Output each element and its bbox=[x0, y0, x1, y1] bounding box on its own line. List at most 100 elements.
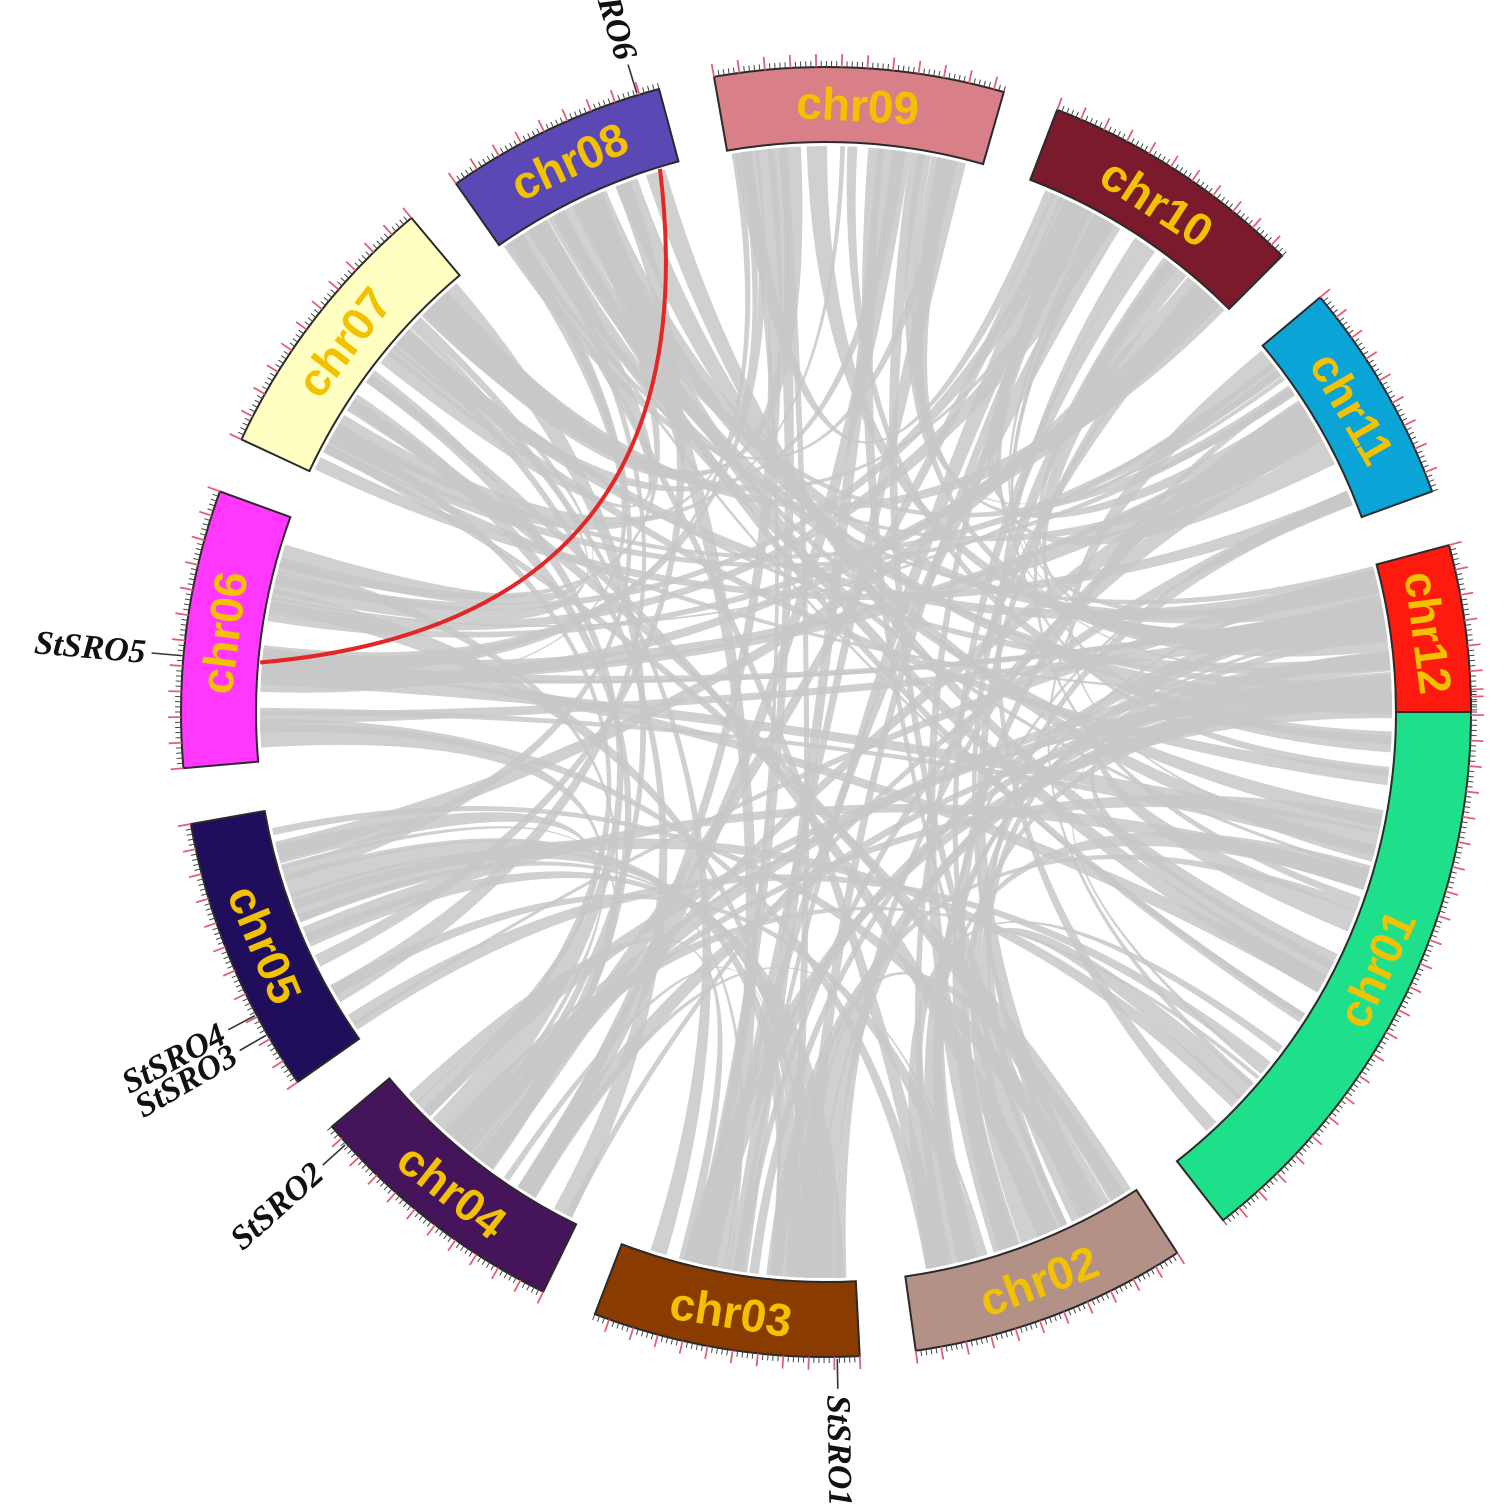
chromosome-tick bbox=[1089, 117, 1094, 124]
chromosome-tick bbox=[208, 503, 215, 507]
chromosome-tick bbox=[330, 289, 336, 294]
chromosome-tick bbox=[897, 65, 900, 72]
chromosome-tick bbox=[198, 510, 212, 517]
chromosome-tick bbox=[1094, 119, 1098, 126]
chromosome-tick bbox=[632, 90, 635, 97]
chromosome-tick bbox=[280, 342, 293, 352]
chromosome-chr12: chr12 bbox=[1375, 540, 1484, 713]
chromosome-tick bbox=[1049, 1316, 1053, 1323]
chromosome-tick bbox=[1222, 1219, 1228, 1226]
synteny-ribbon bbox=[272, 328, 589, 622]
chromosome-tick bbox=[460, 172, 465, 179]
chromosome-tick bbox=[1121, 133, 1126, 140]
chromosome-tick bbox=[1362, 350, 1369, 356]
chromosome-tick bbox=[340, 1141, 346, 1147]
chromosome-tick bbox=[204, 903, 211, 906]
chromosome-tick bbox=[292, 338, 298, 343]
synteny-ribbon bbox=[365, 370, 624, 1143]
chromosome-tick bbox=[1220, 196, 1225, 203]
chromosome-tick bbox=[1096, 1297, 1100, 1304]
synteny-ribbon bbox=[260, 613, 1386, 725]
chromosome-tick bbox=[376, 1178, 382, 1184]
chromosome-label: chr09 bbox=[795, 76, 920, 134]
chromosome-tick bbox=[948, 72, 951, 79]
chromosome-tick bbox=[1378, 373, 1392, 382]
chromosome-tick bbox=[1373, 368, 1380, 373]
chromosome-tick bbox=[1072, 1307, 1077, 1314]
chromosome-tick bbox=[1154, 1265, 1163, 1279]
chromosome-tick bbox=[380, 236, 385, 243]
chromosome-tick bbox=[283, 350, 290, 356]
chromosome-tick bbox=[622, 93, 626, 100]
chromosome-tick bbox=[945, 1345, 948, 1352]
chromosome-tick bbox=[1261, 1186, 1267, 1193]
chromosome-tick bbox=[522, 135, 527, 142]
chromosome-tick bbox=[1461, 598, 1468, 601]
chromosome-tick bbox=[1331, 1112, 1337, 1117]
chromosome-tick bbox=[193, 558, 200, 561]
chromosome-tick bbox=[214, 932, 221, 936]
chromosome-band bbox=[180, 490, 292, 770]
chromosome-tick bbox=[509, 142, 513, 149]
chromosome-tick bbox=[207, 508, 214, 512]
chromosome-tick bbox=[1349, 1087, 1356, 1092]
chromosome-tick bbox=[597, 1315, 601, 1322]
chromosome-tick bbox=[601, 1317, 605, 1324]
chromosome-tick bbox=[1179, 167, 1184, 173]
chromosome-tick bbox=[1465, 623, 1472, 626]
chromosome-tick bbox=[365, 251, 371, 257]
chromosome-tick bbox=[258, 1038, 271, 1047]
chromosome-tick bbox=[640, 1330, 644, 1337]
chromosome-tick bbox=[490, 1264, 495, 1271]
chromosome-tick bbox=[1238, 1206, 1249, 1218]
gene-leader-line bbox=[151, 652, 182, 657]
chromosome-tick bbox=[1324, 1120, 1331, 1125]
chromosome-tick bbox=[251, 404, 258, 408]
gene-label: StSRO1 bbox=[819, 1395, 858, 1507]
chromosome-tick bbox=[328, 280, 340, 291]
chromosome-tick bbox=[514, 131, 523, 144]
chromosome-tick bbox=[1465, 629, 1472, 631]
synteny-ribbon bbox=[1095, 614, 1385, 932]
chromosome-tick bbox=[963, 75, 966, 83]
chromosome-tick bbox=[721, 1348, 724, 1355]
chromosome-tick bbox=[1404, 995, 1411, 1000]
chromosome-tick bbox=[530, 1286, 535, 1293]
chromosome-tick bbox=[399, 219, 404, 225]
chromosome-tick bbox=[569, 113, 573, 120]
chromosome-tick bbox=[700, 1344, 704, 1352]
chromosome-tick bbox=[1240, 213, 1246, 219]
chromosome-tick bbox=[221, 951, 228, 955]
chromosome-tick bbox=[1024, 1325, 1028, 1332]
chromosome-tick bbox=[187, 838, 194, 841]
chromosome-tick bbox=[212, 927, 219, 931]
chromosome-tick bbox=[866, 55, 870, 69]
chromosome-tick bbox=[350, 1152, 356, 1158]
chromosome-tick bbox=[1458, 583, 1465, 586]
chromosome-tick bbox=[402, 207, 413, 219]
chromosome-tick bbox=[1425, 948, 1432, 953]
chromosome-tick bbox=[197, 878, 204, 881]
chromosome-tick bbox=[326, 293, 333, 298]
chromosome-tick bbox=[289, 342, 296, 347]
chromosome-tick bbox=[1448, 881, 1455, 884]
chromosome-tick bbox=[199, 533, 206, 536]
chromosome-tick bbox=[447, 1239, 457, 1252]
chromosome-tick bbox=[469, 166, 474, 173]
chromosome-chr03: chr03 bbox=[592, 1242, 862, 1370]
chromosome-tick bbox=[197, 543, 204, 546]
chromosome-tick bbox=[1354, 338, 1360, 343]
chromosome-tick bbox=[912, 66, 915, 74]
chromosome-tick bbox=[995, 1334, 998, 1341]
chromosome-tick bbox=[1334, 1108, 1340, 1113]
chromosome-tick bbox=[1283, 1165, 1289, 1171]
chromosome-tick bbox=[1272, 1176, 1278, 1182]
chromosome-tick bbox=[1327, 1115, 1340, 1126]
chromosome-tick bbox=[670, 1338, 674, 1345]
chromosome-tick bbox=[1417, 967, 1424, 972]
chromosome-tick bbox=[500, 147, 504, 154]
chromosome-tick bbox=[975, 1339, 978, 1346]
chromosome-tick bbox=[647, 85, 650, 92]
chromosome-tick bbox=[1423, 953, 1430, 957]
chromosome-tick bbox=[1434, 925, 1441, 928]
